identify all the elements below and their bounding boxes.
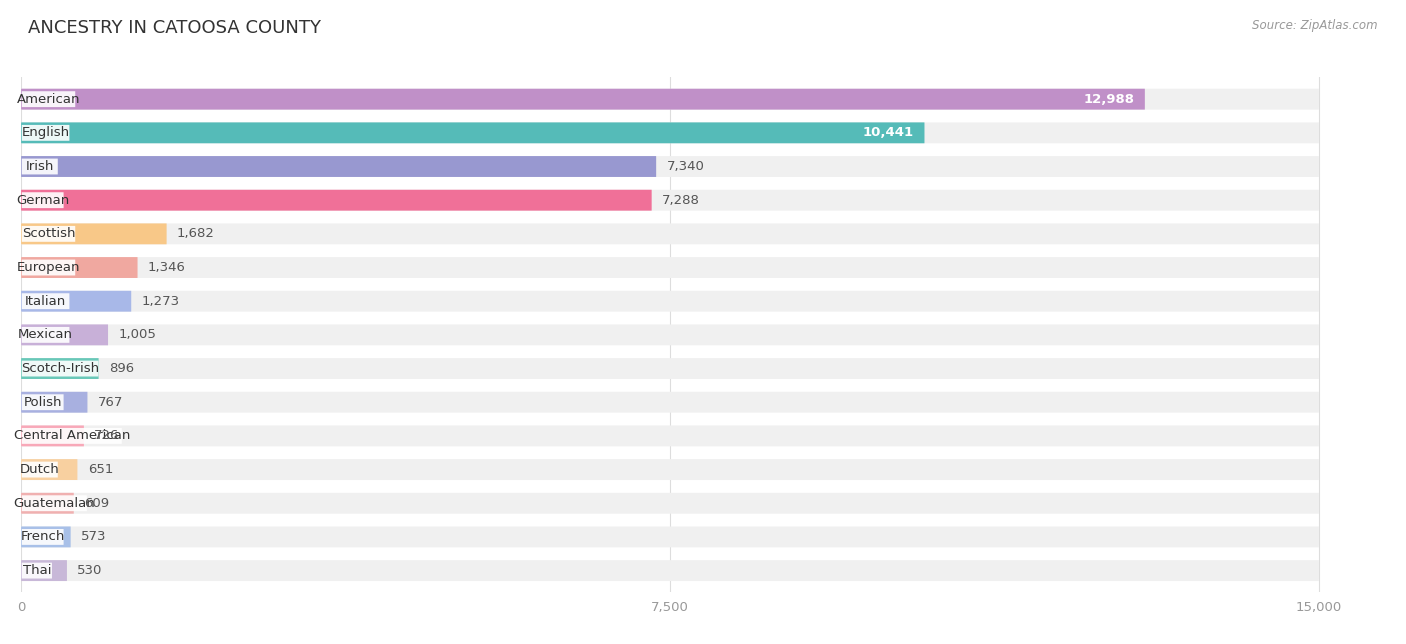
FancyBboxPatch shape	[21, 459, 77, 480]
Text: Scottish: Scottish	[21, 227, 76, 240]
FancyBboxPatch shape	[21, 527, 1319, 547]
FancyBboxPatch shape	[21, 426, 84, 446]
FancyBboxPatch shape	[21, 325, 108, 345]
FancyBboxPatch shape	[21, 493, 1319, 514]
FancyBboxPatch shape	[21, 89, 1319, 109]
Text: 1,005: 1,005	[118, 328, 156, 341]
FancyBboxPatch shape	[21, 257, 138, 278]
FancyBboxPatch shape	[21, 122, 1319, 143]
Text: 1,273: 1,273	[142, 295, 180, 308]
Text: ANCESTRY IN CATOOSA COUNTY: ANCESTRY IN CATOOSA COUNTY	[28, 19, 321, 37]
FancyBboxPatch shape	[21, 190, 1319, 211]
FancyBboxPatch shape	[21, 560, 1319, 581]
Text: 609: 609	[84, 497, 110, 510]
Text: Dutch: Dutch	[20, 463, 59, 476]
Text: 896: 896	[110, 362, 134, 375]
FancyBboxPatch shape	[21, 158, 58, 175]
FancyBboxPatch shape	[21, 226, 76, 242]
Text: French: French	[21, 531, 65, 544]
Text: 651: 651	[87, 463, 112, 476]
Text: German: German	[15, 194, 69, 207]
FancyBboxPatch shape	[21, 193, 63, 208]
FancyBboxPatch shape	[21, 91, 76, 107]
FancyBboxPatch shape	[21, 493, 73, 514]
FancyBboxPatch shape	[21, 529, 63, 545]
FancyBboxPatch shape	[21, 291, 1319, 312]
FancyBboxPatch shape	[21, 560, 67, 581]
Text: Source: ZipAtlas.com: Source: ZipAtlas.com	[1253, 19, 1378, 32]
Text: 12,988: 12,988	[1084, 93, 1135, 106]
FancyBboxPatch shape	[21, 89, 1144, 109]
Text: Thai: Thai	[22, 564, 51, 577]
Text: Polish: Polish	[24, 395, 62, 409]
FancyBboxPatch shape	[21, 260, 76, 276]
FancyBboxPatch shape	[21, 125, 69, 141]
FancyBboxPatch shape	[21, 358, 1319, 379]
Text: 1,682: 1,682	[177, 227, 215, 240]
Text: Mexican: Mexican	[18, 328, 73, 341]
FancyBboxPatch shape	[21, 563, 52, 578]
FancyBboxPatch shape	[21, 459, 1319, 480]
FancyBboxPatch shape	[21, 190, 651, 211]
Text: 573: 573	[82, 531, 107, 544]
Text: European: European	[17, 261, 80, 274]
FancyBboxPatch shape	[21, 325, 1319, 345]
Text: Scotch-Irish: Scotch-Irish	[21, 362, 100, 375]
FancyBboxPatch shape	[21, 122, 925, 143]
Text: Central American: Central American	[14, 430, 129, 442]
FancyBboxPatch shape	[21, 394, 63, 410]
FancyBboxPatch shape	[21, 223, 167, 244]
Text: American: American	[17, 93, 80, 106]
FancyBboxPatch shape	[21, 527, 70, 547]
Text: 530: 530	[77, 564, 103, 577]
FancyBboxPatch shape	[21, 495, 87, 511]
Text: 726: 726	[94, 430, 120, 442]
FancyBboxPatch shape	[21, 327, 69, 343]
Text: 1,346: 1,346	[148, 261, 186, 274]
FancyBboxPatch shape	[21, 156, 657, 177]
Text: 7,288: 7,288	[662, 194, 700, 207]
FancyBboxPatch shape	[21, 428, 122, 444]
Text: Italian: Italian	[25, 295, 66, 308]
FancyBboxPatch shape	[21, 257, 1319, 278]
Text: 767: 767	[98, 395, 124, 409]
FancyBboxPatch shape	[21, 361, 98, 377]
FancyBboxPatch shape	[21, 392, 1319, 413]
Text: 7,340: 7,340	[666, 160, 704, 173]
FancyBboxPatch shape	[21, 392, 87, 413]
FancyBboxPatch shape	[21, 426, 1319, 446]
FancyBboxPatch shape	[21, 293, 69, 309]
FancyBboxPatch shape	[21, 462, 58, 477]
Text: English: English	[21, 126, 70, 139]
FancyBboxPatch shape	[21, 358, 98, 379]
FancyBboxPatch shape	[21, 291, 131, 312]
FancyBboxPatch shape	[21, 223, 1319, 244]
Text: Irish: Irish	[25, 160, 53, 173]
Text: 10,441: 10,441	[863, 126, 914, 139]
Text: Guatemalan: Guatemalan	[14, 497, 96, 510]
FancyBboxPatch shape	[21, 156, 1319, 177]
